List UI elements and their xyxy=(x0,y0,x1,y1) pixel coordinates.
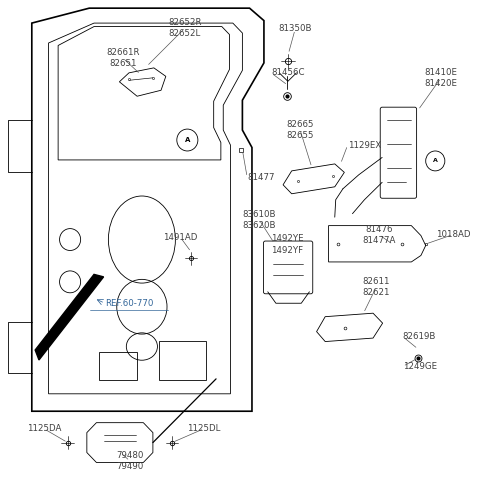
Text: 82661R
82651: 82661R 82651 xyxy=(106,48,140,68)
Text: 1125DL: 1125DL xyxy=(187,424,221,433)
Text: A: A xyxy=(433,158,438,164)
Text: 81410E
81420E: 81410E 81420E xyxy=(424,68,457,88)
Text: 1018AD: 1018AD xyxy=(436,230,470,239)
Text: 82619B: 82619B xyxy=(403,332,436,341)
Bar xyxy=(158,340,206,380)
Text: 81350B: 81350B xyxy=(278,23,312,32)
Text: 1249GE: 1249GE xyxy=(403,362,437,371)
Text: A: A xyxy=(185,137,190,143)
Text: 1492YE
1492YF: 1492YE 1492YF xyxy=(271,235,304,254)
Text: 79480
79490: 79480 79490 xyxy=(116,451,144,471)
Text: 1491AD: 1491AD xyxy=(163,233,197,242)
Text: 81477: 81477 xyxy=(247,173,275,182)
Text: 81456C: 81456C xyxy=(271,68,305,77)
Text: 1125DA: 1125DA xyxy=(26,424,61,433)
Text: 82665
82655: 82665 82655 xyxy=(286,120,313,140)
Text: 82611
82621: 82611 82621 xyxy=(363,277,390,297)
Text: 1129EX: 1129EX xyxy=(348,141,381,150)
Text: 82652R
82652L: 82652R 82652L xyxy=(168,18,202,38)
Text: 83610B
83620B: 83610B 83620B xyxy=(242,210,276,230)
Bar xyxy=(99,351,137,380)
Text: REF.60-770: REF.60-770 xyxy=(105,299,153,308)
Polygon shape xyxy=(35,274,104,360)
Text: 81476
81477A: 81476 81477A xyxy=(362,225,396,245)
